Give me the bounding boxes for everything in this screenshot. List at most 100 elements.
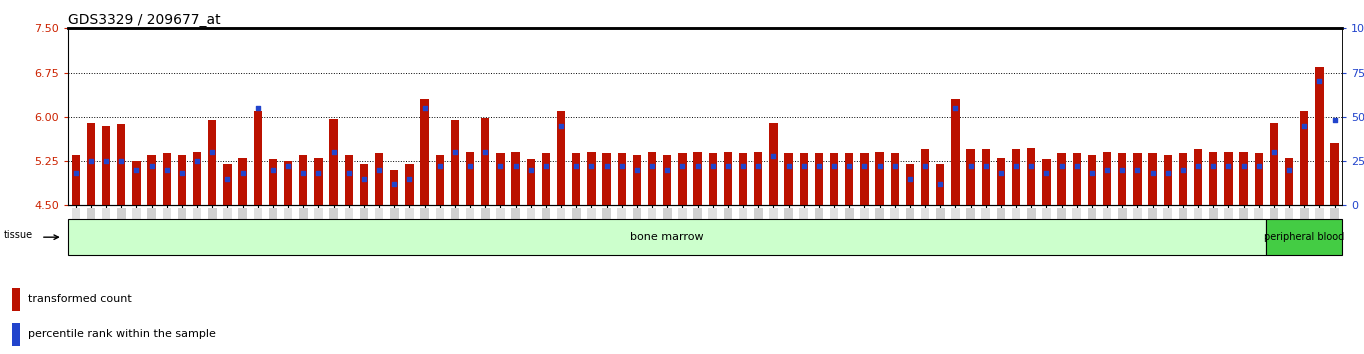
Point — [1308, 79, 1330, 84]
FancyBboxPatch shape — [87, 208, 95, 251]
Bar — [982, 149, 990, 205]
FancyBboxPatch shape — [132, 208, 140, 251]
Point — [1035, 171, 1057, 176]
Bar — [951, 99, 960, 205]
FancyBboxPatch shape — [951, 208, 960, 251]
Point — [596, 164, 618, 169]
FancyBboxPatch shape — [1330, 208, 1339, 251]
Point — [1112, 167, 1133, 173]
Bar — [1315, 67, 1323, 205]
Bar — [527, 159, 535, 205]
Point — [732, 164, 754, 169]
FancyBboxPatch shape — [1118, 208, 1127, 251]
Point — [520, 167, 542, 173]
FancyBboxPatch shape — [572, 208, 581, 251]
Bar — [1330, 143, 1338, 205]
Point — [1263, 149, 1285, 155]
Point — [807, 164, 829, 169]
FancyBboxPatch shape — [481, 208, 490, 251]
Point — [747, 164, 769, 169]
FancyBboxPatch shape — [254, 208, 262, 251]
Bar — [87, 123, 95, 205]
FancyBboxPatch shape — [814, 208, 824, 251]
Point — [1020, 164, 1042, 169]
FancyBboxPatch shape — [177, 208, 187, 251]
Point — [1065, 164, 1087, 169]
Bar — [754, 152, 762, 205]
Point — [914, 164, 936, 169]
Point — [550, 123, 572, 129]
Point — [262, 167, 284, 173]
FancyBboxPatch shape — [269, 208, 277, 251]
FancyBboxPatch shape — [224, 208, 232, 251]
Point — [1293, 123, 1315, 129]
FancyBboxPatch shape — [466, 208, 475, 251]
Point — [869, 164, 891, 169]
FancyBboxPatch shape — [936, 208, 944, 251]
Bar — [162, 153, 170, 205]
Bar — [11, 288, 20, 311]
Bar — [906, 164, 914, 205]
Bar — [784, 153, 792, 205]
FancyBboxPatch shape — [1042, 208, 1050, 251]
FancyBboxPatch shape — [1012, 208, 1020, 251]
Bar — [224, 164, 232, 205]
Bar — [588, 152, 596, 205]
Point — [611, 164, 633, 169]
FancyBboxPatch shape — [527, 208, 535, 251]
Point — [839, 164, 861, 169]
FancyBboxPatch shape — [876, 208, 884, 251]
Point — [292, 171, 314, 176]
Bar — [633, 155, 641, 205]
Point — [170, 171, 192, 176]
FancyBboxPatch shape — [1270, 208, 1278, 251]
Point — [1005, 164, 1027, 169]
Bar — [876, 152, 884, 205]
Bar — [1148, 153, 1157, 205]
Bar — [360, 164, 368, 205]
FancyBboxPatch shape — [844, 208, 854, 251]
Bar — [724, 152, 732, 205]
FancyBboxPatch shape — [678, 208, 686, 251]
Point — [1202, 164, 1224, 169]
Bar — [1133, 153, 1142, 205]
Point — [899, 176, 921, 182]
Bar — [1285, 158, 1293, 205]
Bar — [117, 124, 125, 205]
Bar — [314, 158, 323, 205]
Point — [95, 158, 117, 164]
Point — [475, 149, 496, 155]
Point — [1050, 164, 1072, 169]
FancyBboxPatch shape — [450, 208, 460, 251]
Bar — [1194, 149, 1202, 205]
Bar — [936, 164, 944, 205]
Bar — [72, 155, 80, 205]
FancyBboxPatch shape — [799, 208, 807, 251]
Point — [277, 164, 299, 169]
Bar — [435, 155, 443, 205]
Bar — [1255, 153, 1263, 205]
Point — [1218, 164, 1240, 169]
Text: tissue: tissue — [3, 230, 33, 240]
FancyBboxPatch shape — [299, 208, 307, 251]
Bar — [846, 153, 854, 205]
FancyBboxPatch shape — [982, 208, 990, 251]
Point — [671, 164, 693, 169]
Bar — [192, 152, 202, 205]
FancyBboxPatch shape — [1300, 208, 1308, 251]
Bar — [678, 153, 686, 205]
Point — [929, 181, 951, 187]
Point — [217, 176, 239, 182]
FancyBboxPatch shape — [739, 208, 747, 251]
Bar — [1042, 159, 1050, 205]
FancyBboxPatch shape — [1285, 208, 1293, 251]
Bar — [1087, 155, 1097, 205]
Point — [581, 164, 603, 169]
FancyBboxPatch shape — [1027, 208, 1035, 251]
Bar — [1225, 152, 1233, 205]
Bar — [450, 120, 460, 205]
Bar — [239, 158, 247, 205]
Point — [428, 164, 450, 169]
FancyBboxPatch shape — [1087, 208, 1097, 251]
FancyBboxPatch shape — [360, 208, 368, 251]
